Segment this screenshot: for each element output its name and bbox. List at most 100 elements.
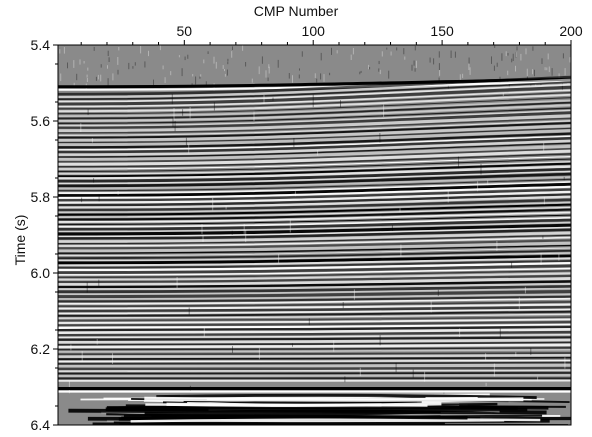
noise-speck [107, 65, 108, 69]
noise-speck [525, 48, 527, 55]
sediment-reflector [58, 121, 571, 139]
trace-noise [564, 357, 566, 369]
y-tick-label: 5.6 [31, 113, 51, 129]
sediment-reflector [58, 231, 571, 243]
noise-speck [213, 56, 215, 64]
noise-speck [261, 56, 263, 64]
noise-speck [388, 70, 390, 79]
sediment-reflector [58, 109, 571, 127]
sediment-reflector [58, 293, 571, 300]
noise-speck [231, 51, 233, 58]
noise-speck [369, 66, 371, 70]
sediment-reflector [58, 142, 571, 158]
sediment-reflector [58, 328, 571, 335]
y-tick-label: 6.2 [31, 341, 51, 357]
noise-speck [329, 72, 331, 76]
sediment-reflector [58, 359, 571, 363]
trace-noise [272, 97, 274, 101]
plot-frame [57, 44, 572, 426]
y-axis: 5.4 5.6 5.8 6.0 6.2 6.4 [31, 37, 58, 433]
noise-speck [184, 56, 186, 61]
noise-speck [100, 64, 102, 68]
sediment-reflector [58, 374, 571, 378]
trace-noise [245, 230, 247, 243]
sediment-reflector [58, 75, 571, 96]
trace-noise [98, 279, 100, 287]
sediment-reflector [58, 176, 571, 190]
trace-noise [485, 353, 487, 361]
noise-speck [67, 62, 68, 69]
noise-speck [438, 77, 440, 82]
noise-speck [178, 55, 180, 58]
trace-noise [294, 191, 296, 197]
noise-speck [288, 73, 290, 79]
trace-noise [253, 111, 255, 122]
sediment-reflector [58, 347, 571, 351]
trace-noise [80, 123, 82, 132]
sediment-reflector [58, 284, 571, 294]
noise-speck [515, 52, 517, 58]
sediment-reflector [58, 330, 571, 337]
noise-speck [381, 51, 383, 57]
noise-speck [95, 76, 97, 81]
noise-speck [501, 53, 503, 61]
noise-speck [73, 60, 75, 68]
noise-speck [468, 63, 470, 70]
noise-speck [60, 73, 62, 82]
sediment-reflector [58, 190, 571, 204]
noise-speck [245, 62, 247, 67]
trace-noise [185, 137, 187, 146]
trace-noise [203, 327, 205, 337]
sediment-reflector [58, 234, 571, 245]
sediment-reflector [58, 259, 571, 269]
seismic-traces [58, 45, 571, 425]
trace-noise [308, 318, 310, 326]
noise-speck [496, 62, 498, 67]
sediment-reflector [58, 147, 571, 163]
trace-noise [278, 254, 280, 264]
noise-speck [153, 79, 154, 87]
noise-speck [86, 74, 88, 78]
sediment-reflector [58, 282, 571, 291]
sediment-reflector [58, 301, 571, 308]
noise-speck [548, 66, 550, 73]
sediment-reflector [58, 89, 571, 108]
trace-noise [530, 347, 532, 356]
sediment-reflector [58, 276, 571, 286]
noise-speck [93, 46, 95, 51]
sediment-reflector [58, 120, 571, 136]
trace-noise [176, 277, 178, 288]
noise-speck [187, 54, 189, 59]
noise-speck [359, 71, 361, 75]
trace-noise [477, 181, 479, 192]
trace-noise [558, 253, 560, 261]
sediment-reflector [58, 162, 571, 178]
trace-noise [172, 116, 174, 127]
trace-noise [174, 120, 176, 132]
noise-speck [450, 50, 452, 58]
sediment-reflector [58, 201, 571, 214]
noise-speck [320, 52, 322, 61]
noise-speck [534, 69, 535, 77]
noise-speck [258, 66, 260, 75]
trace-noise [496, 240, 498, 251]
trace-noise [243, 223, 245, 234]
noise-speck [159, 45, 161, 51]
noise-speck [242, 45, 244, 51]
trace-noise [424, 371, 426, 382]
noise-speck [117, 69, 119, 75]
noise-speck [438, 51, 440, 58]
noise-speck [224, 73, 226, 77]
noise-speck [203, 59, 205, 64]
noise-speck [390, 51, 392, 56]
noise-speck [520, 53, 522, 61]
sediment-reflector [58, 129, 571, 147]
trace-noise [485, 382, 487, 387]
trace-noise [289, 219, 291, 233]
noise-speck [512, 53, 514, 61]
noise-speck [128, 62, 130, 70]
trace-noise [395, 362, 397, 373]
sediment-reflector [58, 254, 571, 265]
sediment-reflector [58, 214, 571, 225]
trace-noise [543, 196, 545, 205]
